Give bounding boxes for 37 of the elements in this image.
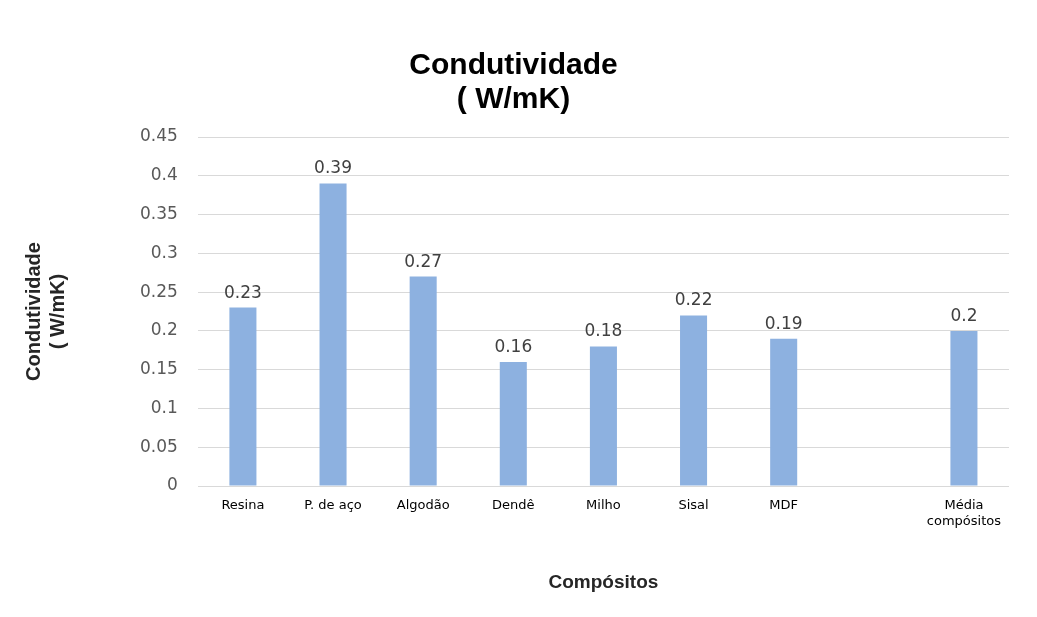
x-tick-label: Sisal [678,497,709,513]
y-tick-label: 0.1 [150,396,178,417]
data-label: 0.27 [404,250,443,271]
x-axis-title: Compósitos [548,570,659,592]
chart-title: Condutividade ( W/mK) [409,46,618,115]
data-label: 0.23 [223,281,262,302]
bar [229,307,257,486]
y-tick-label: 0 [167,474,178,495]
y-tick-label: 0.2 [150,319,178,340]
y-tick-label: 0.45 [139,125,178,146]
x-tick-label: Dendê [492,497,535,513]
y-tick-label: 0.05 [139,435,178,456]
y-tick-label: 0.3 [150,241,178,262]
data-label: 0.2 [950,304,978,325]
bar [409,276,437,486]
x-tick-label: Média compósitos [926,497,1002,528]
y-axis-title: Condutividade ( W/mK) [21,242,68,381]
bar [499,361,527,486]
y-tick-label: 0.4 [150,164,178,185]
data-label: 0.16 [494,335,533,356]
x-tick-label: Resina [221,497,265,513]
bar [589,346,617,486]
bar [950,330,978,486]
data-label: 0.18 [584,320,623,341]
y-tick-label: 0.35 [139,202,178,223]
data-label: 0.19 [764,312,803,333]
data-label: 0.22 [674,289,713,310]
y-tick-label: 0.25 [139,280,178,301]
x-tick-label: P. de aço [304,497,362,513]
bar [770,338,798,486]
x-tick-label: Algodão [396,497,450,513]
y-tick-label: 0.15 [139,358,178,379]
bar [319,183,347,486]
data-label: 0.39 [314,157,352,178]
x-tick-label: MDF [769,497,799,513]
bar [680,315,708,486]
x-tick-label: Milho [586,497,621,513]
